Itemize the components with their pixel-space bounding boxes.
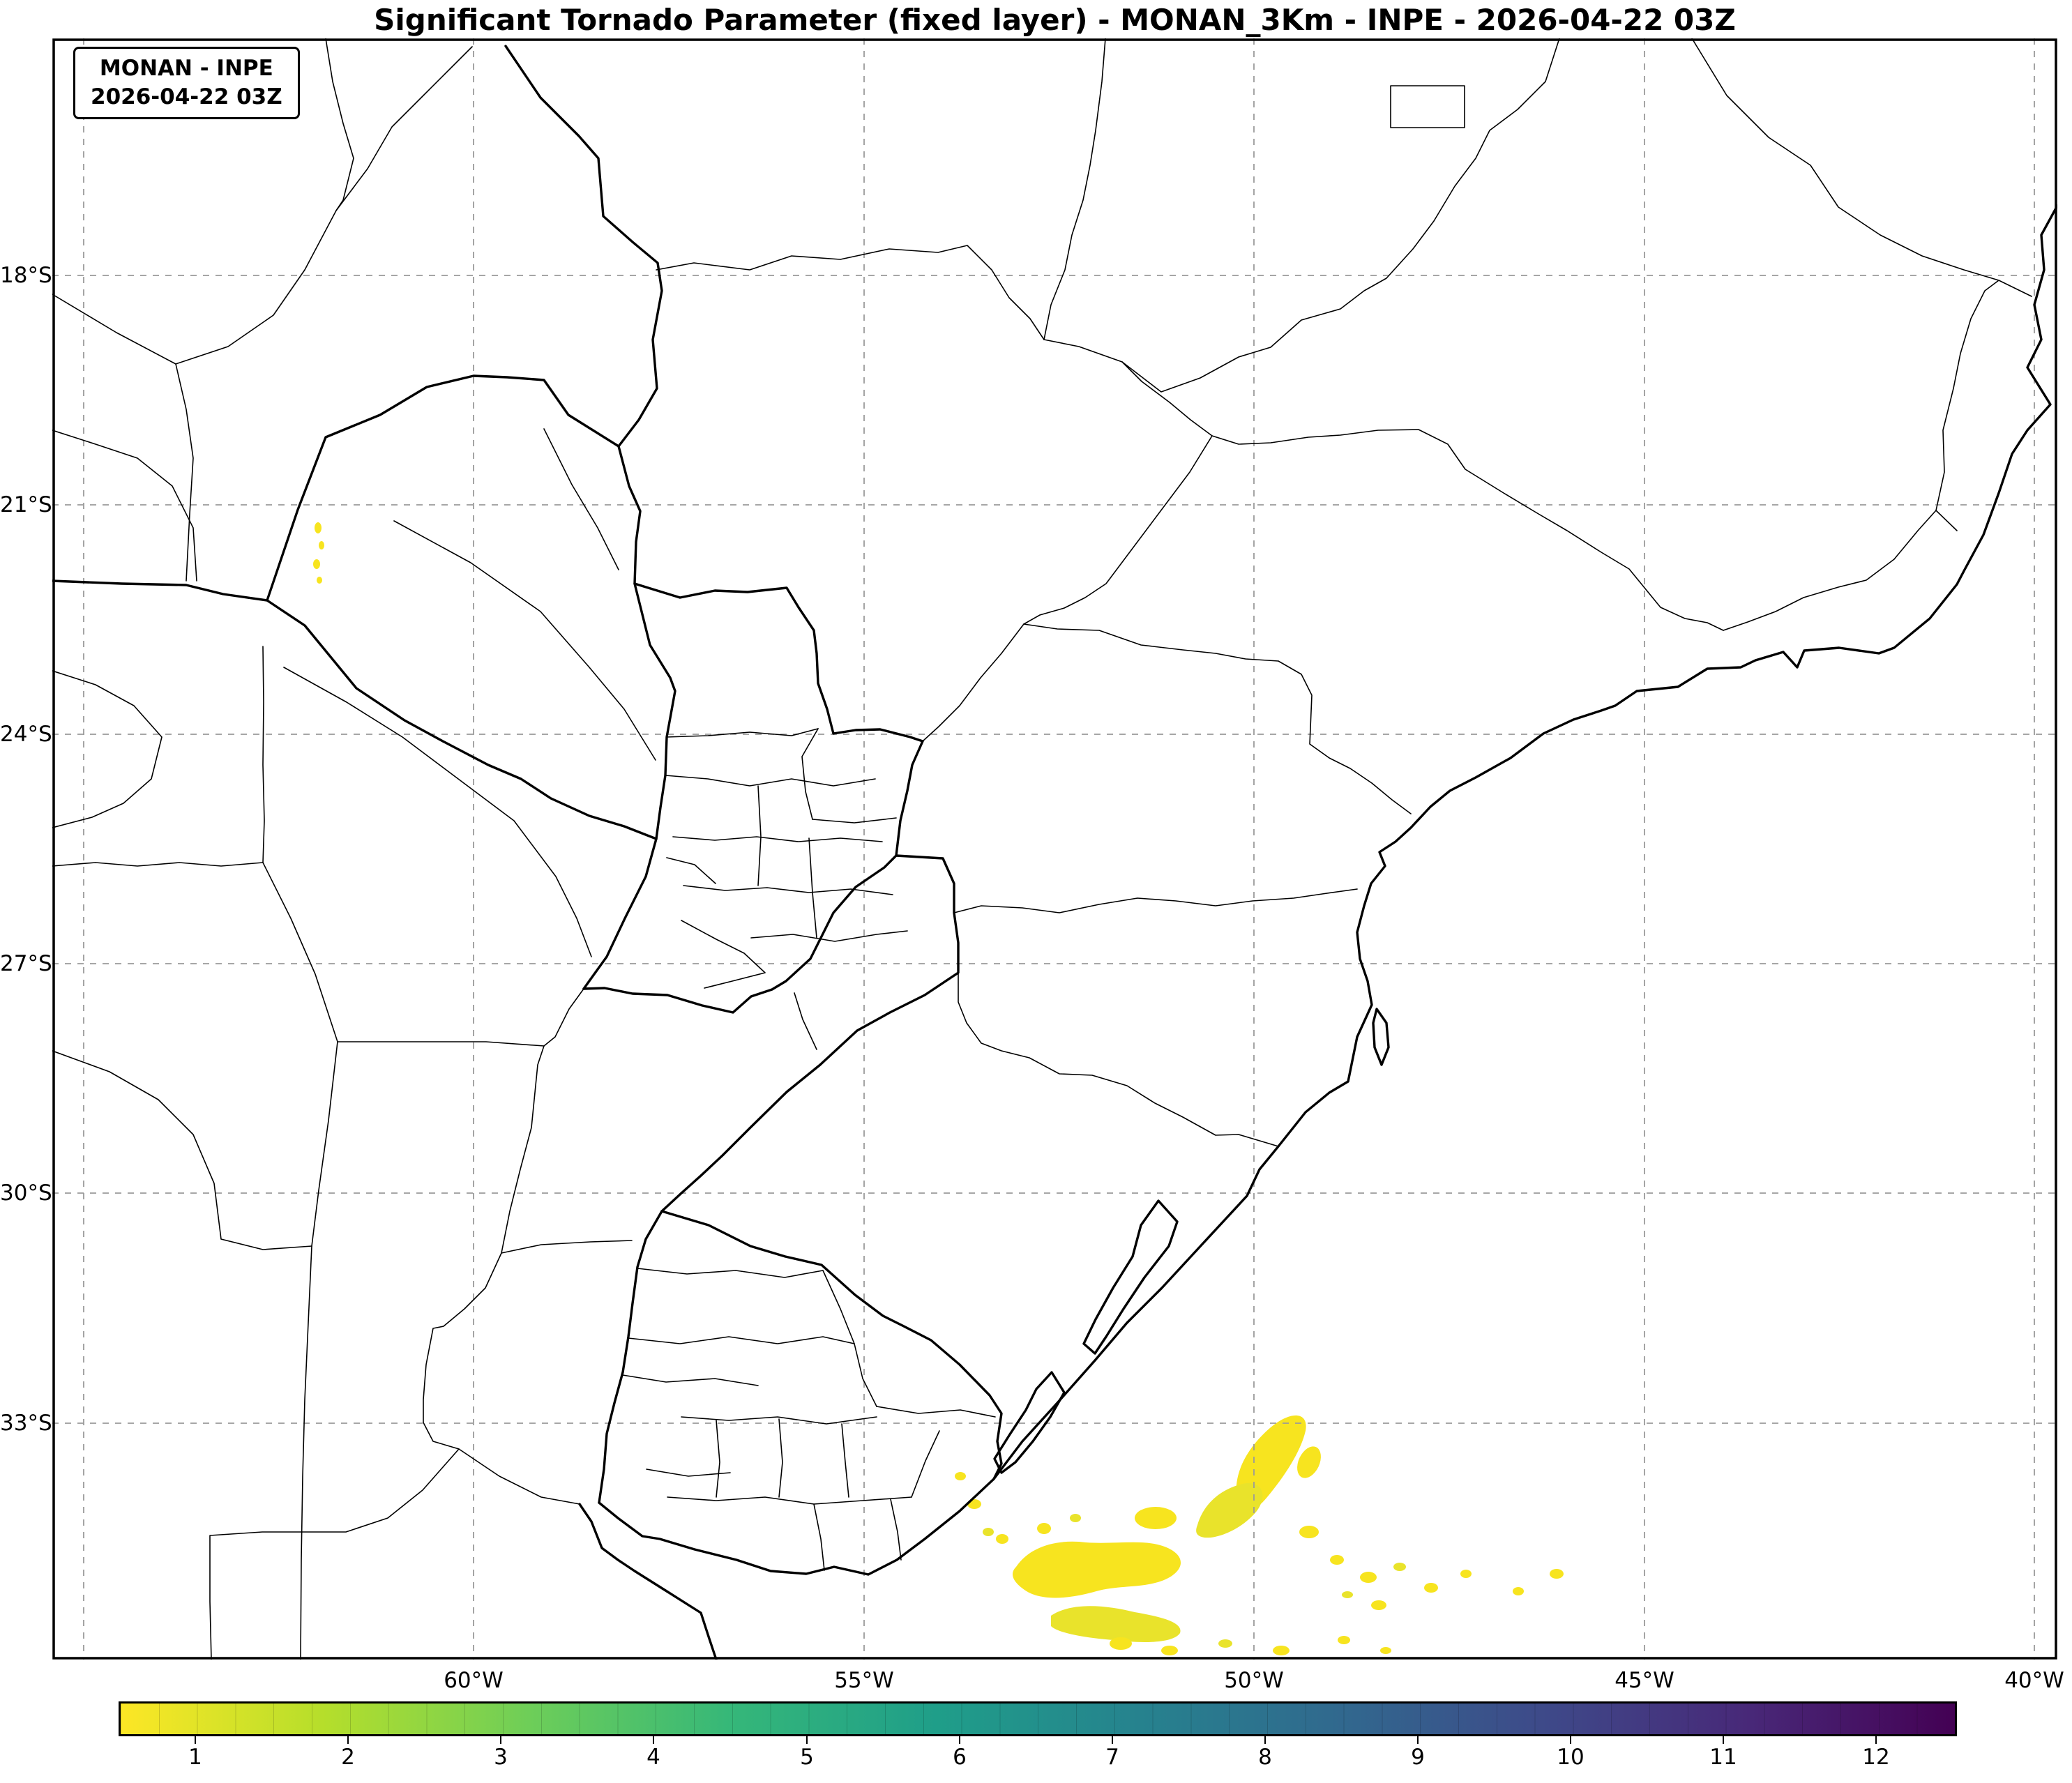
- border-sc-rs: [958, 972, 1279, 1147]
- border-ba-mg: [1691, 38, 2032, 297]
- border-brazil-uruguay: [660, 1210, 1003, 1480]
- border-bolivia-argentina: [52, 579, 269, 602]
- border-argentina-uruguay: [598, 1210, 663, 1504]
- coastline-rio-de-la-plata-south: [578, 1503, 718, 1660]
- colorbar-tick: [959, 1736, 960, 1744]
- border-sp-pr: [1023, 623, 1412, 814]
- colorbar-gradient: [121, 1704, 1955, 1734]
- lon-tick-label: 50°W: [1224, 1668, 1284, 1693]
- lat-tick-label: 30°S: [0, 1181, 52, 1206]
- map-frame: [52, 38, 2057, 1660]
- colorbar-tick: [1723, 1736, 1724, 1744]
- border-ms-go: [1043, 339, 1123, 363]
- model-name: MONAN - INPE: [99, 56, 273, 81]
- colorbar: [119, 1701, 1957, 1736]
- lat-tick-label: 21°S: [0, 492, 52, 517]
- colorbar-tick: [1417, 1736, 1419, 1744]
- colorbar-tick: [1875, 1736, 1877, 1744]
- lat-tick-label: 24°S: [0, 722, 52, 747]
- lagoa-dos-patos: [1082, 1199, 1179, 1355]
- colorbar-tick-label: 9: [1411, 1745, 1425, 1770]
- colorbar-tick-label: 3: [494, 1745, 508, 1770]
- border-df: [1390, 85, 1465, 128]
- lon-tick-label: 40°W: [2004, 1668, 2064, 1693]
- border-grande-sp-mg: [1211, 429, 1724, 631]
- lat-tick-label: 18°S: [0, 263, 52, 288]
- colorbar-tick: [1112, 1736, 1113, 1744]
- border-pr-sc: [953, 888, 1358, 913]
- lat-tick-label: 27°S: [0, 951, 52, 976]
- lat-tick-label: 33°S: [0, 1411, 52, 1436]
- lon-tick-label: 60°W: [444, 1668, 504, 1693]
- colorbar-tick: [347, 1736, 349, 1744]
- colorbar-tick-label: 10: [1557, 1745, 1585, 1770]
- border-mg-rj: [1723, 510, 1937, 631]
- colorbar-level-steps: [121, 1704, 1955, 1734]
- florianopolis-island: [1372, 1008, 1390, 1066]
- model-info-box: MONAN - INPE 2026-04-22 03Z: [73, 47, 300, 119]
- colorbar-tick-label: 11: [1709, 1745, 1737, 1770]
- lon-tick-label: 45°W: [1615, 1668, 1674, 1693]
- colorbar-tick: [653, 1736, 654, 1744]
- border-paraguay-brazil: [633, 582, 924, 857]
- state-borders: [52, 38, 2032, 1660]
- colorbar-tick-label: 4: [646, 1745, 660, 1770]
- border-go-mg: [1121, 38, 1560, 393]
- border-bolivia-brazil: [504, 45, 663, 448]
- colorbar-tick: [806, 1736, 808, 1744]
- colorbar-tick: [1570, 1736, 1571, 1744]
- model-run-time: 2026-04-22 03Z: [91, 84, 282, 109]
- border-bolivia-paraguay: [266, 374, 620, 602]
- map-svg: [52, 38, 2057, 1660]
- colorbar-tick: [500, 1736, 501, 1744]
- border-paranaiba: [1121, 361, 1213, 437]
- lagoa-mirim: [993, 1371, 1066, 1474]
- parana-river: [423, 988, 584, 1505]
- colorbar-tick-label: 2: [341, 1745, 355, 1770]
- colorbar-tick: [1264, 1736, 1266, 1744]
- lon-tick-label: 55°W: [834, 1668, 894, 1693]
- country-borders: [52, 45, 2057, 1660]
- border-pilcomayo: [266, 599, 658, 840]
- map-canvas: MONAN - INPE 2026-04-22 03Z: [52, 38, 2057, 1660]
- colorbar-tick-label: 5: [800, 1745, 814, 1770]
- border-mt-go: [1043, 38, 1106, 340]
- coastline: [598, 204, 2057, 1576]
- border-mt-ms: [656, 245, 1045, 340]
- colorbar-tick-label: 8: [1258, 1745, 1272, 1770]
- border-parana-ms-sp: [922, 435, 1213, 742]
- border-mg-es: [1935, 280, 1999, 511]
- colorbar-tick-label: 1: [188, 1745, 202, 1770]
- colorbar-tick-label: 7: [1105, 1745, 1119, 1770]
- colorbar-tick: [195, 1736, 196, 1744]
- stp-shaded-regions: [313, 522, 1564, 1655]
- border-argentina-brazil: [660, 854, 960, 1213]
- border-paraguay-argentina: [582, 854, 898, 1014]
- gridlines: [52, 38, 2057, 1660]
- border-rj-es: [1935, 510, 1958, 531]
- colorbar-tick-label: 6: [953, 1745, 967, 1770]
- paraguay-river: [582, 445, 676, 990]
- page-title: Significant Tornado Parameter (fixed lay…: [374, 3, 1736, 37]
- colorbar-tick-label: 12: [1862, 1745, 1890, 1770]
